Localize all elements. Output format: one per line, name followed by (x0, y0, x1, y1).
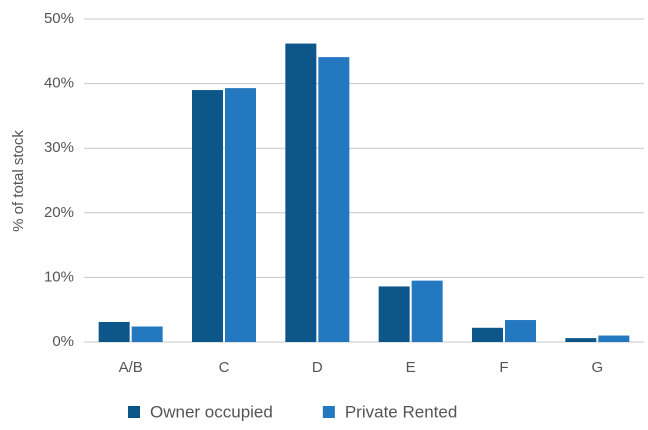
y-tick-label: 10% (44, 268, 74, 285)
legend-label: Private Rented (345, 402, 457, 421)
bar (378, 286, 410, 342)
x-tick-label: C (219, 359, 230, 376)
legend-swatch (128, 406, 140, 418)
bar (131, 326, 163, 342)
x-tick-label: E (406, 359, 416, 376)
bar (472, 327, 503, 342)
bar (565, 338, 597, 342)
bar (598, 335, 630, 342)
legend-swatch (322, 406, 335, 418)
y-tick-label: 0% (52, 333, 74, 350)
bar (505, 320, 536, 342)
bar (225, 88, 256, 342)
x-tick-label: F (499, 359, 508, 376)
bar (318, 57, 350, 342)
x-tick-label: D (312, 359, 323, 376)
bar (411, 280, 443, 342)
y-tick-label: 30% (44, 139, 74, 156)
bar (98, 321, 130, 342)
x-tick-label: A/B (119, 359, 143, 376)
legend-label: Owner occupied (150, 402, 273, 421)
y-tick-label: 40% (44, 75, 74, 92)
y-tick-label: 20% (44, 204, 74, 221)
x-tick-label: G (591, 359, 603, 376)
bar (192, 90, 223, 342)
bar (285, 43, 317, 342)
y-tick-label: 50% (44, 10, 74, 27)
y-axis-label: % of total stock (10, 130, 27, 232)
